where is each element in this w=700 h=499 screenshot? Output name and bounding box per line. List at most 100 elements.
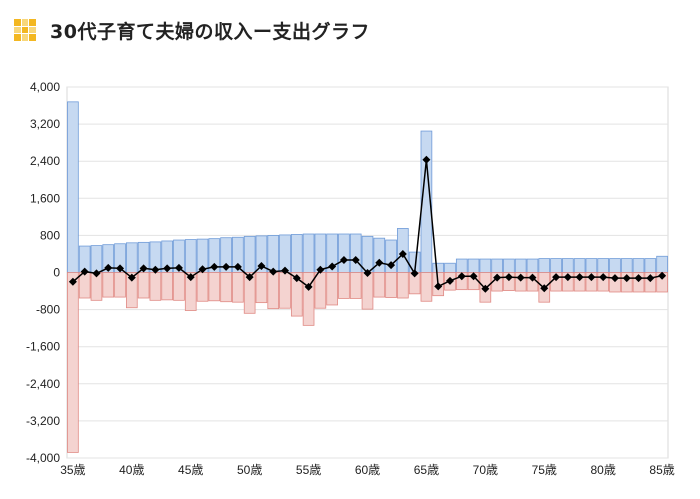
income-bar — [585, 258, 598, 273]
balance-point — [292, 274, 301, 283]
balance-point — [575, 273, 584, 282]
y-tick-label: 800 — [40, 228, 60, 242]
expense-bar — [597, 272, 610, 292]
balance-point — [658, 271, 667, 280]
expense-bar — [208, 272, 221, 302]
balance-point — [80, 267, 89, 276]
expense-bar — [326, 272, 338, 306]
income-bar — [432, 262, 445, 273]
balance-point — [599, 273, 608, 282]
expense-bar — [161, 272, 173, 301]
income-bar — [302, 233, 315, 273]
expense-series — [67, 272, 668, 453]
income-bar — [455, 258, 468, 273]
balance-point — [552, 273, 561, 282]
expense-bar — [385, 272, 397, 298]
x-axis-ticks: 35歳 40歳 45歳 50歳 55歳 60歳 65歳 70歳 75歳 80歳 85歳 — [60, 463, 675, 477]
income-bar — [338, 233, 350, 273]
balance-point — [163, 264, 172, 273]
balance-point — [610, 274, 619, 283]
expense-bar — [78, 272, 91, 299]
expense-bar — [644, 272, 657, 293]
y-tick-label: -2,400 — [26, 377, 60, 391]
y-axis-ticks: 4,000 3,200 2,400 1,600 800 0 -800 -1,600 -2,400… — [26, 80, 60, 465]
balance-point — [339, 255, 348, 264]
expense-bar — [632, 272, 645, 293]
expense-bar — [114, 272, 126, 298]
balance-point — [457, 272, 466, 281]
expense-bar — [290, 272, 303, 317]
balance-point — [375, 258, 384, 267]
y-tick-label: 0 — [53, 266, 60, 280]
expense-bar — [361, 272, 374, 310]
expense-bar — [503, 272, 515, 291]
y-tick-label: 3,200 — [30, 117, 60, 131]
income-bar — [479, 258, 492, 273]
expense-bar — [125, 272, 138, 309]
balance-point — [540, 284, 549, 293]
balance-point — [257, 262, 266, 271]
expense-bar — [609, 272, 621, 293]
income-bar — [609, 258, 621, 273]
income-bar — [526, 258, 539, 273]
income-bar — [467, 258, 480, 273]
expense-bar — [267, 272, 280, 310]
expense-bar — [137, 272, 150, 299]
y-tick-label: -800 — [36, 303, 60, 317]
balance-point — [233, 262, 242, 271]
balance-point — [363, 268, 372, 277]
x-tick-label: 50歳 — [237, 463, 262, 477]
balance-point — [434, 282, 443, 291]
balance-point — [174, 263, 183, 272]
x-tick-label: 35歳 — [60, 463, 85, 477]
expense-bar — [562, 272, 574, 292]
balance-point — [281, 266, 290, 275]
balance-point — [410, 269, 419, 278]
expense-bar — [184, 272, 197, 311]
expense-bar — [173, 272, 185, 301]
y-tick-label: 1,600 — [30, 191, 60, 205]
income-bar — [491, 258, 503, 273]
income-bar — [67, 101, 79, 273]
income-bar — [656, 255, 668, 273]
balance-point — [516, 273, 525, 282]
chart-title: 30代子育て夫婦の収入ー支出グラフ — [50, 20, 370, 43]
income-bar — [243, 235, 256, 273]
income-bar — [503, 258, 515, 273]
balance-point — [398, 249, 407, 258]
balance-series — [68, 155, 667, 293]
income-bar — [290, 234, 303, 273]
chart-title-bar: 30代子育て夫婦の収入ー支出グラフ — [14, 14, 370, 46]
y-tick-label: -4,000 — [26, 451, 60, 465]
income-bar — [373, 237, 386, 273]
balance-point — [587, 273, 596, 282]
balance-point — [504, 273, 513, 282]
income-bar — [644, 258, 657, 273]
expense-bar — [243, 272, 256, 314]
balance-point — [445, 276, 454, 285]
balance-point — [104, 263, 113, 272]
balance-point — [646, 274, 655, 283]
expense-bar — [314, 272, 327, 309]
expense-bar — [255, 272, 268, 304]
expense-bar — [373, 272, 386, 298]
y-tick-label: -3,200 — [26, 414, 60, 428]
income-bar — [562, 258, 574, 273]
balance-point — [269, 267, 278, 276]
expense-bar — [420, 272, 433, 302]
expense-bar — [149, 272, 162, 301]
y-tick-label: 2,400 — [30, 154, 60, 168]
x-tick-label: 75歳 — [532, 463, 557, 477]
balance-point — [328, 262, 337, 271]
expense-bar — [220, 272, 232, 303]
y-tick-label: -1,600 — [26, 340, 60, 354]
expense-bar — [196, 272, 209, 302]
balance-point — [528, 273, 537, 282]
income-bar — [90, 245, 103, 273]
balance-point — [316, 265, 325, 274]
expense-bar — [302, 272, 315, 326]
balance-point — [186, 273, 195, 282]
income-bar — [550, 258, 562, 273]
balance-point — [481, 284, 490, 293]
